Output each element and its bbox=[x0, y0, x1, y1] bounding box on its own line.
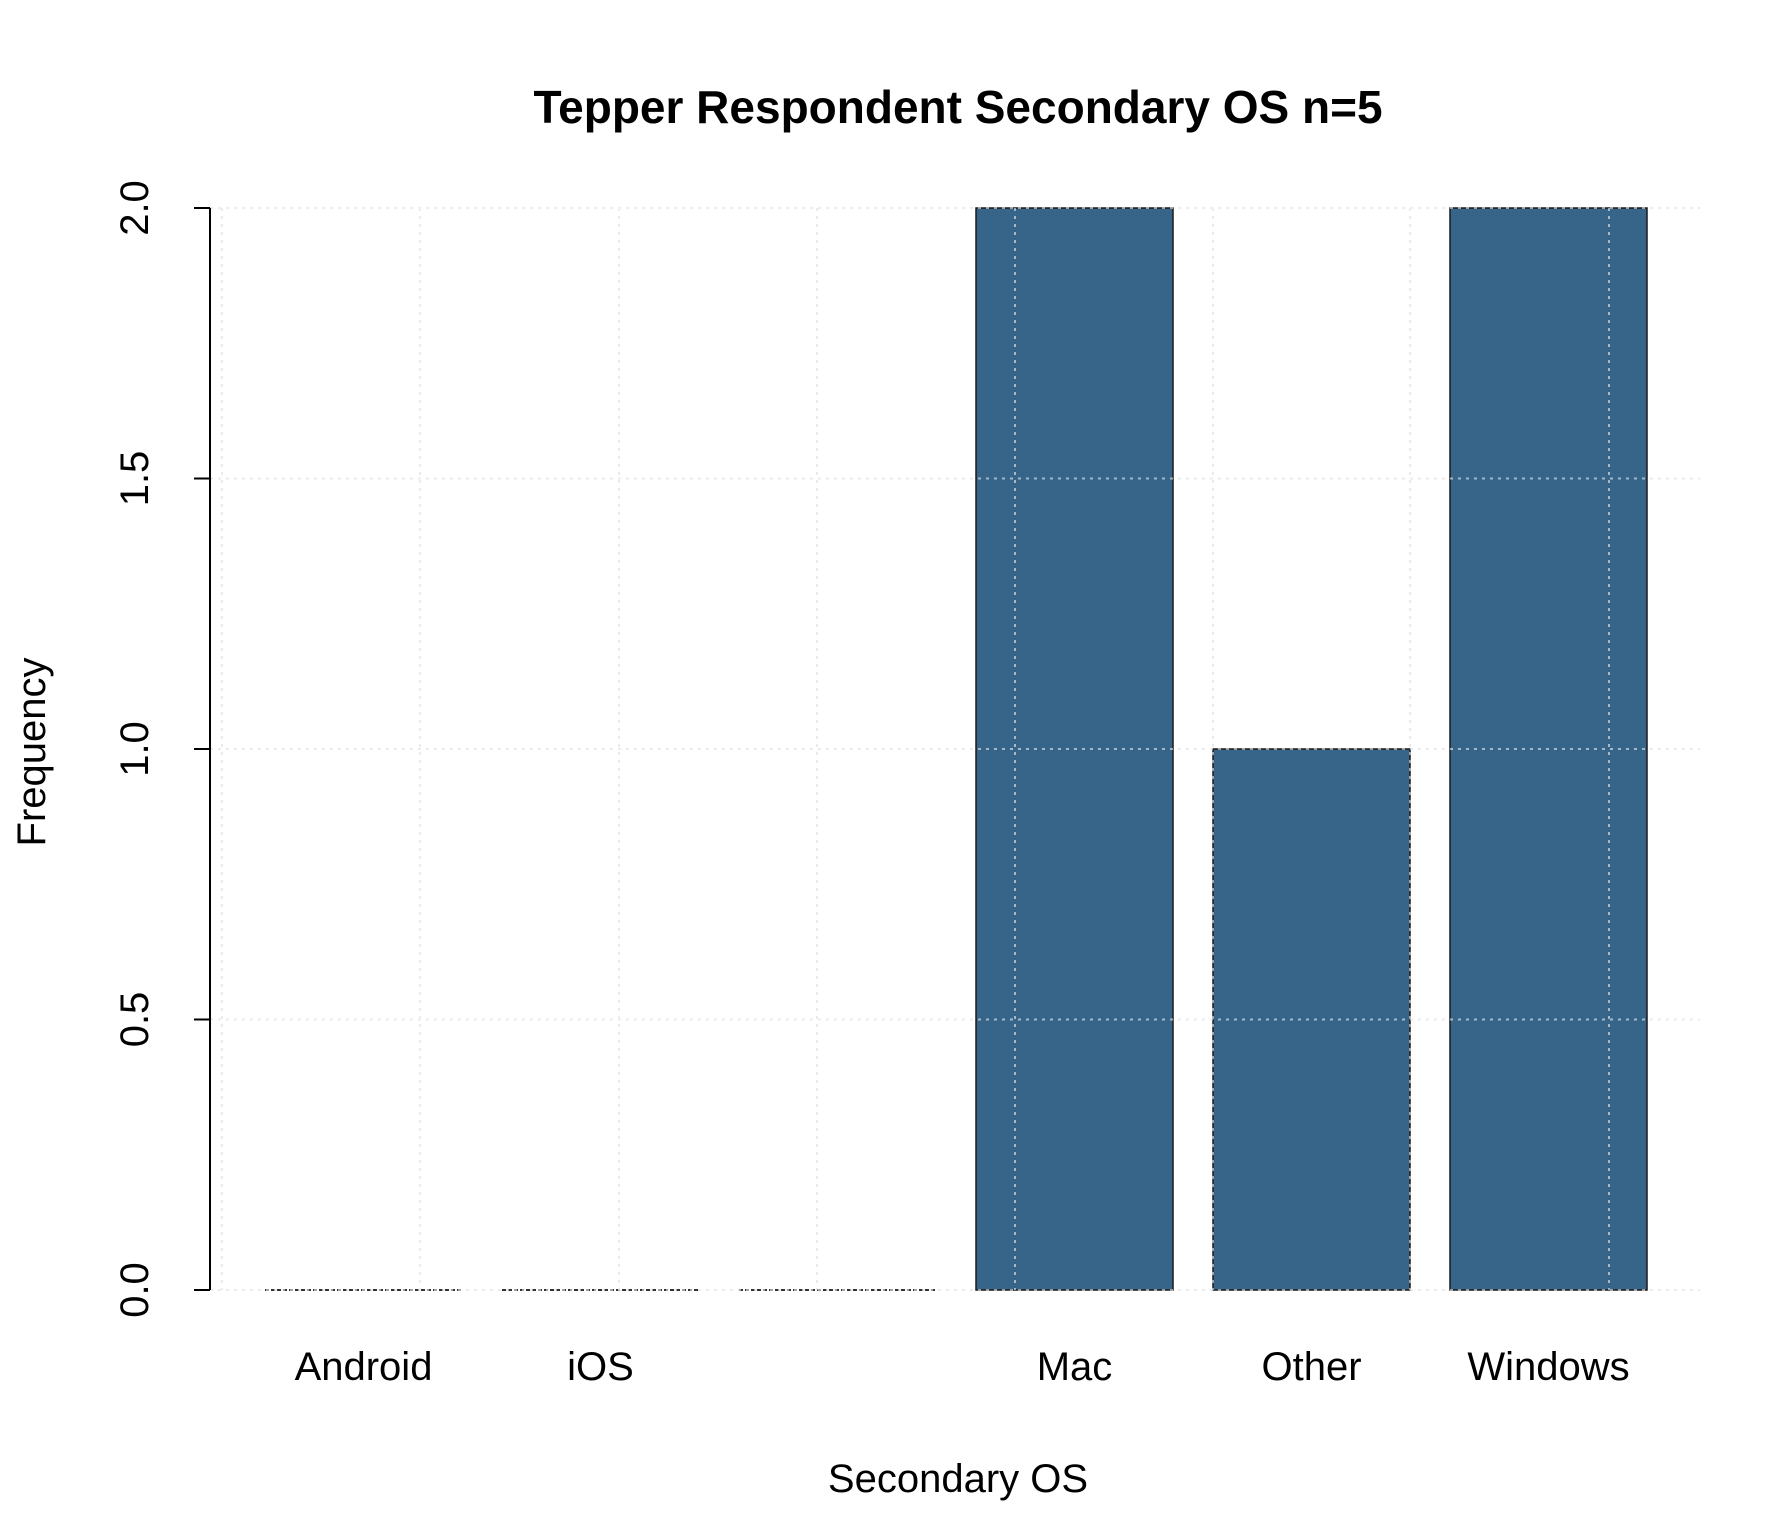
x-axis-tick-labels: Android iOS Mac Other Windows bbox=[295, 1345, 1630, 1389]
x-tick-label: Windows bbox=[1467, 1345, 1629, 1389]
x-tick-label: Other bbox=[1261, 1345, 1361, 1389]
x-tick-label: Mac bbox=[1037, 1345, 1113, 1389]
y-tick-label: 1.5 bbox=[113, 451, 157, 507]
bar bbox=[1212, 748, 1411, 1291]
grid-lines-overlay bbox=[210, 207, 1700, 1291]
x-tick-label: Android bbox=[295, 1345, 433, 1389]
chart-title: Tepper Respondent Secondary OS n=5 bbox=[533, 81, 1382, 133]
y-tick-label: 0.5 bbox=[113, 992, 157, 1048]
x-tick-label: iOS bbox=[567, 1345, 634, 1389]
x-axis-label: Secondary OS bbox=[828, 1457, 1088, 1501]
y-axis-label: Frequency bbox=[10, 658, 54, 847]
y-tick-label: 1.0 bbox=[113, 721, 157, 777]
y-tick-label: 0.0 bbox=[113, 1262, 157, 1318]
y-tick-label: 2.0 bbox=[113, 180, 157, 236]
y-axis: 0.0 0.5 1.0 1.5 2.0 bbox=[113, 180, 211, 1318]
